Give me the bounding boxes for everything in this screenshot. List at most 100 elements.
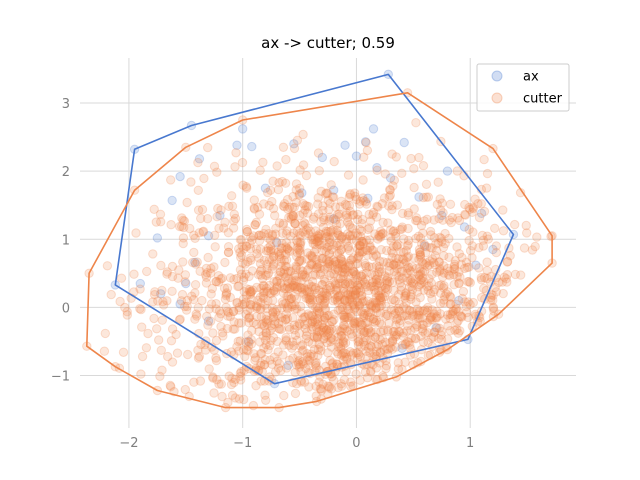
cutter-point (287, 202, 298, 213)
cutter-point (282, 313, 293, 324)
cutter-point (387, 336, 398, 346)
cutter-point (411, 263, 421, 274)
cutter-point (359, 312, 369, 323)
cutter-point (174, 265, 184, 275)
cutter-point (155, 209, 166, 220)
cutter-point (348, 286, 359, 296)
cutter-point (326, 226, 336, 236)
cutter-point (439, 295, 449, 305)
cutter-point (358, 237, 368, 247)
cutter-point (298, 269, 308, 280)
cutter-point (468, 203, 478, 214)
cutter-point (321, 246, 331, 257)
cutter-point (310, 284, 320, 295)
cutter-point (365, 282, 376, 292)
cutter-point (137, 351, 148, 362)
cutter-point (339, 310, 349, 320)
cutter-point (381, 361, 392, 371)
ax-point (419, 241, 430, 251)
cutter-point (447, 310, 457, 320)
cutter-point (298, 220, 308, 231)
cutter-point (340, 324, 350, 334)
cutter-point (259, 255, 269, 266)
cutter-point (242, 224, 252, 235)
cutter-point (361, 346, 371, 356)
cutter-point (324, 248, 335, 258)
cutter-point (280, 272, 291, 282)
cutter-point (242, 227, 252, 237)
cutter-point (294, 190, 304, 200)
cutter-point (373, 278, 383, 288)
cutter-point (418, 192, 428, 203)
cutter-point (282, 363, 292, 373)
cutter-point (324, 310, 334, 321)
cutter-point (278, 201, 288, 211)
cutter-point (267, 231, 277, 241)
cutter-point (373, 340, 384, 350)
cutter-point (366, 366, 376, 376)
cutter-point (313, 350, 323, 361)
cutter-point (154, 335, 164, 345)
cutter-point (316, 346, 326, 356)
cutter-point (135, 284, 145, 294)
cutter-point (261, 327, 271, 338)
cutter-point (282, 194, 293, 205)
cutter-point (386, 236, 396, 246)
cutter-point (315, 293, 325, 304)
cutter-point (336, 379, 346, 389)
cutter-point (288, 191, 298, 202)
cutter-point (208, 328, 218, 338)
cutter-point (459, 263, 470, 274)
cutter-point (411, 334, 421, 344)
cutter-point (363, 224, 373, 235)
cutter-point (384, 318, 394, 328)
cutter-point (370, 229, 380, 239)
cutter-point (307, 253, 318, 263)
cutter-point (358, 246, 368, 257)
cutter-point (328, 335, 338, 345)
cutter-point (338, 304, 348, 315)
cutter-point (211, 276, 221, 287)
cutter-point (326, 342, 337, 352)
cutter-point (338, 355, 348, 365)
cutter-point (336, 196, 346, 207)
cutter-point (261, 340, 271, 350)
cutter-point (351, 194, 362, 205)
cutter-point (354, 240, 364, 251)
cutter-point (259, 343, 269, 353)
cutter-point (329, 276, 339, 287)
cutter-point (251, 244, 262, 254)
cutter-point (352, 214, 363, 225)
cutter-point (266, 335, 276, 346)
cutter-point (243, 306, 253, 316)
cutter-point (273, 247, 283, 257)
cutter-point (336, 327, 346, 337)
cutter-point (346, 280, 356, 290)
cutter-point (193, 157, 203, 168)
cutter-point (353, 334, 363, 344)
cutter-point (401, 339, 411, 349)
cutter-point (281, 229, 292, 239)
cutter-point (299, 272, 309, 282)
cutter-point (272, 281, 282, 292)
cutter-point (242, 290, 252, 300)
cutter-point (421, 192, 431, 202)
cutter-point (263, 315, 273, 326)
cutter-point (322, 284, 332, 294)
cutter-point (421, 258, 432, 268)
cutter-point (141, 343, 152, 353)
cutter-point (192, 311, 202, 321)
cutter-point (203, 252, 213, 263)
cutter-point (289, 202, 299, 213)
cutter-point (316, 386, 327, 396)
cutter-point (377, 267, 387, 277)
cutter-point (300, 312, 310, 322)
ax-point (360, 137, 371, 147)
cutter-point (351, 259, 361, 269)
cutter-point (291, 261, 301, 271)
cutter-point (436, 288, 446, 298)
cutter-point (177, 289, 188, 300)
cutter-point (277, 243, 287, 253)
cutter-point (193, 345, 203, 355)
cutter-point (439, 261, 449, 271)
